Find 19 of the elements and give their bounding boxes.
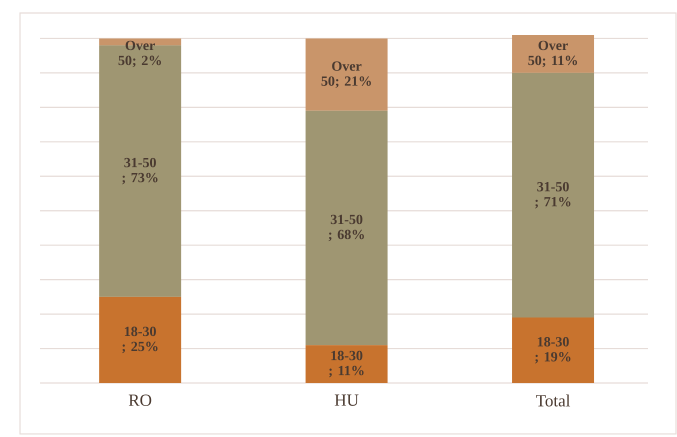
bar [306,345,388,383]
data-label: Over 50; 2% [118,40,161,68]
bar [512,72,594,318]
data-label: 18-30 ; 19% [535,337,570,364]
bar [99,296,182,383]
bar [512,35,594,73]
bar [512,318,594,383]
x-tick-label: Total [536,394,570,406]
data-label: 31-50 ; 73% [122,158,158,184]
data-label: Over 50; 11% [528,40,578,68]
bar [306,110,388,346]
data-label: Over 50; 21% [321,61,371,88]
data-label: 31-50 ; 68% [328,214,364,242]
data-label: 18-30 ; 11% [329,350,364,378]
bar [306,38,388,111]
x-tick-label: RO [128,394,152,406]
data-label: 18-30 ; 25% [122,326,158,354]
x-tick-label: HU [334,394,358,406]
data-label: 31-50 ; 71% [535,182,570,208]
